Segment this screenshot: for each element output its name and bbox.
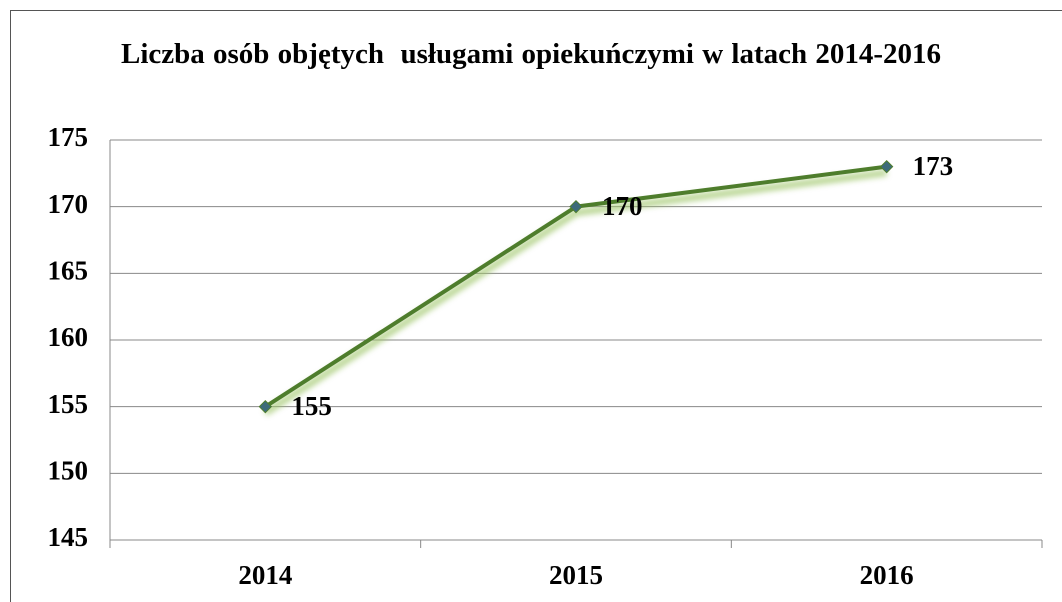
marker (879, 159, 894, 174)
chart-border (10, 10, 1062, 602)
marker (569, 199, 583, 214)
y-tick-label: 150 (48, 456, 89, 486)
y-tick-label: 175 (48, 122, 89, 152)
y-tick-label: 170 (48, 189, 89, 219)
data-label: 170 (602, 191, 643, 221)
y-tick-label: 160 (48, 322, 89, 352)
y-tick-label: 165 (48, 256, 89, 286)
data-label: 173 (913, 151, 954, 181)
chart-title: Liczba osób objętych usługami opiekuńczy… (120, 38, 942, 70)
y-tick-label: 155 (48, 389, 89, 419)
marker (258, 399, 273, 414)
x-tick-label: 2016 (860, 560, 914, 590)
x-tick-label: 2014 (238, 560, 292, 590)
y-tick-label: 145 (48, 522, 89, 552)
data-label: 155 (291, 391, 332, 421)
x-tick-label: 2015 (549, 560, 603, 590)
